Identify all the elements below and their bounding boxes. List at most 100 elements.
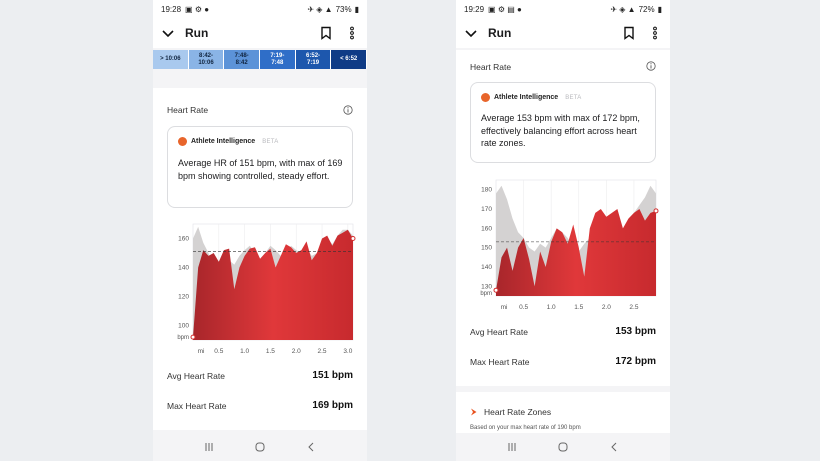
x-tick-label: 1.0 (547, 304, 556, 311)
back-icon[interactable] (608, 441, 620, 453)
avg-heart-rate-label: Avg Heart Rate (167, 370, 225, 381)
y-axis-label: bpm (177, 335, 189, 341)
end-point (350, 236, 356, 241)
ai-name: Athlete Intelligence (494, 94, 559, 101)
bookmark-icon[interactable] (319, 26, 333, 40)
max-heart-rate-row: Max Heart Rate 169 bpm (167, 400, 353, 411)
x-tick-label: 0.5 (519, 304, 528, 311)
phone-screen-right: 19:29 ▣ ⚙ ▤ ● ✈ ◈ ▲ 72% ▮ Run Heart Rate… (456, 0, 670, 461)
athlete-intelligence-logo-icon (481, 93, 490, 102)
x-tick-label: 1.5 (574, 304, 583, 311)
x-tick-label: 2.0 (292, 348, 301, 355)
start-point (190, 334, 196, 340)
signal-icons: ✈ ◈ ▲ (610, 4, 636, 14)
battery-text: 73% (335, 4, 352, 14)
avg-heart-rate-label: Avg Heart Rate (470, 326, 528, 337)
app-bar: Run (456, 18, 670, 48)
x-tick-label: 2.5 (629, 304, 638, 311)
start-point (493, 287, 499, 293)
x-tick-label: 0.5 (214, 348, 223, 355)
x-tick-label: mi (501, 304, 508, 311)
status-time: 19:29 (464, 4, 485, 14)
heart-rate-card: Heart Rate Athlete Intelligence BETA Ave… (153, 88, 367, 430)
x-tick-label: 1.5 (266, 348, 275, 355)
heart-rate-zones-card: Heart Rate Zones Based on your max heart… (456, 392, 670, 440)
heart-rate-chart: 130 140 150 160 170 180 bpm mi 0.5 1.0 1.5 2.0 2.5 (470, 174, 660, 314)
x-tick-label: mi (198, 348, 205, 355)
y-tick-label: 140 (481, 264, 492, 271)
athlete-intelligence-box: Athlete Intelligence BETA Average 153 bp… (470, 82, 656, 163)
max-heart-rate-value: 169 bpm (312, 400, 353, 411)
info-icon[interactable] (646, 61, 656, 71)
back-icon[interactable] (305, 441, 317, 453)
home-icon[interactable] (557, 441, 569, 453)
avg-heart-rate-value: 153 bpm (615, 326, 656, 337)
avg-heart-rate-row: Avg Heart Rate 151 bpm (167, 370, 353, 381)
heart-rate-area (496, 209, 656, 296)
avg-heart-rate-value: 151 bpm (312, 370, 353, 381)
beta-badge: BETA (565, 94, 582, 101)
max-heart-rate-label: Max Heart Rate (167, 400, 227, 411)
signal-icons: ✈ ◈ ▲ (307, 4, 333, 14)
end-point (653, 208, 659, 214)
status-bar: 19:29 ▣ ⚙ ▤ ● ✈ ◈ ▲ 72% ▮ (456, 0, 670, 18)
battery-icon: ▮ (657, 4, 662, 14)
heart-rate-chart-svg: 100 120 140 160 bpm mi 0.5 1.0 1.5 2.0 2.5 3.0 (177, 223, 356, 355)
page-title: Run (488, 26, 512, 40)
more-vert-icon[interactable] (347, 26, 357, 40)
section-title: Heart Rate (470, 62, 512, 72)
avg-heart-rate-row: Avg Heart Rate 153 bpm (470, 326, 656, 337)
status-time: 19:28 (161, 4, 182, 14)
max-heart-rate-value: 172 bpm (615, 356, 656, 367)
x-tick-label: 3.0 (343, 348, 352, 355)
zones-subtitle: Based on your max heart rate of 190 bpm (470, 425, 581, 431)
battery-icon: ▮ (354, 4, 359, 14)
y-tick-label: 130 (481, 283, 492, 290)
section-title: Heart Rate (167, 105, 209, 115)
zones-chevron-icon (471, 408, 477, 416)
max-heart-rate-row: Max Heart Rate 172 bpm (470, 356, 656, 367)
beta-badge: BETA (262, 138, 279, 145)
athlete-intelligence-box: Athlete Intelligence BETA Average HR of … (167, 126, 353, 208)
system-nav-bar (153, 433, 367, 461)
pace-zone: > 10:06 (153, 50, 189, 69)
notification-icons: ▣ ⚙ ● (185, 4, 210, 14)
y-tick-label: 100 (178, 323, 189, 330)
zones-title: Heart Rate Zones (484, 407, 552, 417)
system-nav-bar (456, 433, 670, 461)
ai-name: Athlete Intelligence (191, 138, 256, 145)
more-vert-icon[interactable] (650, 26, 660, 40)
heart-rate-chart: 100 120 140 160 bpm mi 0.5 1.0 1.5 2.0 2.5 3.0 (167, 218, 357, 358)
x-tick-label: 1.0 (240, 348, 249, 355)
y-tick-label: 160 (178, 236, 189, 243)
recent-apps-icon[interactable] (203, 441, 215, 453)
pace-zone: < 6:52 (331, 50, 367, 69)
chevron-down-icon[interactable] (464, 26, 478, 40)
heart-rate-zones-header[interactable]: Heart Rate Zones (470, 407, 551, 417)
recent-apps-icon[interactable] (506, 441, 518, 453)
battery-text: 72% (638, 4, 655, 14)
pace-zone: 7:19- 7:48 (260, 50, 296, 69)
heart-rate-card: Heart Rate Athlete Intelligence BETA Ave… (456, 50, 670, 386)
info-icon[interactable] (343, 105, 353, 115)
bookmark-icon[interactable] (622, 26, 636, 40)
page-title: Run (185, 26, 209, 40)
y-tick-label: 160 (481, 225, 492, 232)
phone-screen-left: 19:28 ▣ ⚙ ● ✈ ◈ ▲ 73% ▮ Run > 10:06 8:42-… (153, 0, 367, 461)
notification-icons: ▣ ⚙ ▤ ● (488, 4, 522, 14)
heart-rate-area (193, 229, 353, 340)
y-tick-label: 180 (481, 187, 492, 194)
athlete-intelligence-logo-icon (178, 137, 187, 146)
y-tick-label: 170 (481, 206, 492, 213)
y-tick-label: 140 (178, 265, 189, 272)
app-bar: Run (153, 18, 367, 48)
chevron-down-icon[interactable] (161, 26, 175, 40)
y-tick-label: 120 (178, 294, 189, 301)
ai-summary: Average 153 bpm with max of 172 bpm, eff… (481, 113, 640, 148)
pace-zone: 8:42- 10:06 (188, 50, 225, 69)
y-tick-label: 150 (481, 245, 492, 252)
home-icon[interactable] (254, 441, 266, 453)
ai-summary: Average HR of 151 bpm, with max of 169 b… (178, 158, 343, 181)
status-bar: 19:28 ▣ ⚙ ● ✈ ◈ ▲ 73% ▮ (153, 0, 367, 18)
pace-zone: 6:52- 7:19 (295, 50, 332, 69)
